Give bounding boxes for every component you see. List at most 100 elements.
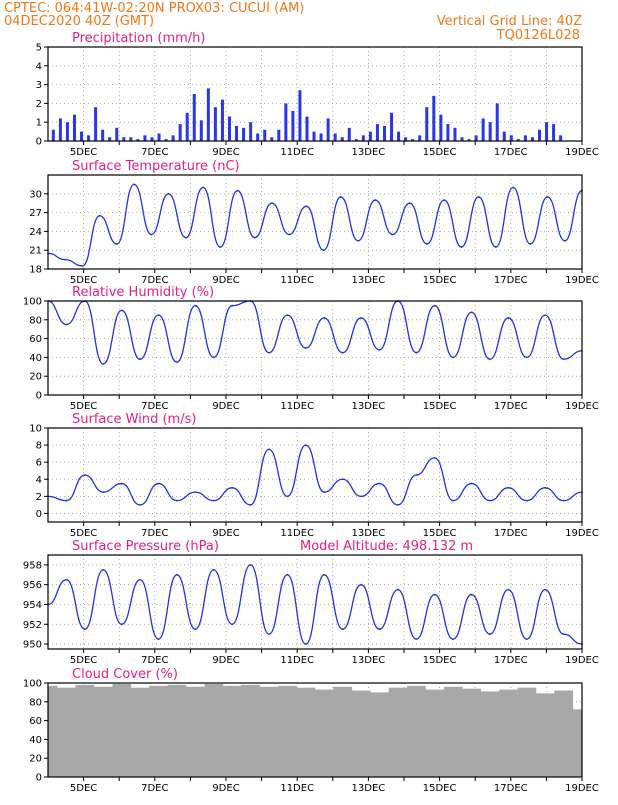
humidity-point-25 xyxy=(507,317,510,319)
cloud-bar-10 xyxy=(222,685,242,777)
temperature-xtick-label-2: 9DEC xyxy=(212,275,239,286)
precipitation-ytick-label-3: 3 xyxy=(36,80,42,91)
pressure-point-8 xyxy=(194,628,197,631)
precip-bar-39 xyxy=(326,118,330,141)
wind-xtick-label-3: 11DEC xyxy=(280,528,314,539)
temperature-point-10 xyxy=(219,246,222,248)
precip-bar-21 xyxy=(199,120,203,141)
precip-bar-29 xyxy=(256,133,260,141)
wind-ytick-label-3: 6 xyxy=(36,458,42,469)
temperature-point-20 xyxy=(391,233,394,236)
wind-point-3 xyxy=(102,491,105,493)
humidity-ytick-label-2: 40 xyxy=(29,353,42,364)
pressure-point-23 xyxy=(470,593,473,596)
cloud-bar-19 xyxy=(388,687,408,777)
precip-bar-26 xyxy=(235,125,239,141)
precip-bar-48 xyxy=(390,112,394,141)
temperature-point-27 xyxy=(512,186,514,189)
humidity-xtick-label-2: 9DEC xyxy=(212,401,239,412)
pressure-point-7 xyxy=(175,573,178,576)
precip-bar-20 xyxy=(192,94,196,141)
cloud-ytick-label-4: 80 xyxy=(29,697,42,708)
pressure-point-18 xyxy=(378,628,381,631)
humidity-point-3 xyxy=(102,363,105,365)
humidity-point-26 xyxy=(525,356,528,359)
temperature-ytick-label-2: 24 xyxy=(29,227,42,238)
pressure-point-2 xyxy=(83,628,86,631)
wind-ytick-label-1: 2 xyxy=(36,492,42,503)
pressure-point-24 xyxy=(489,633,491,636)
cloud-bar-14 xyxy=(296,687,316,777)
humidity-ytick-label-1: 20 xyxy=(29,372,42,383)
precip-bar-57 xyxy=(453,127,457,141)
header-grid-line: Vertical Grid Line: 40Z xyxy=(437,14,582,29)
precip-bar-15 xyxy=(157,133,161,141)
humidity-point-9 xyxy=(212,356,215,359)
precip-bar-55 xyxy=(439,114,443,141)
wind-point-23 xyxy=(470,482,473,485)
precip-bar-37 xyxy=(312,131,316,141)
precip-bar-54 xyxy=(432,95,436,141)
temperature-point-8 xyxy=(184,236,187,239)
wind-point-24 xyxy=(489,499,491,502)
pressure-point-17 xyxy=(360,583,362,586)
precipitation-title: Precipitation (mm/h) xyxy=(72,31,205,46)
temperature-point-2 xyxy=(81,264,84,267)
pressure-point-11 xyxy=(249,563,252,566)
humidity-frame xyxy=(47,300,583,396)
cloud-bar-0 xyxy=(48,685,58,777)
temperature-point-3 xyxy=(98,214,101,217)
pressure-xtick-label-3: 11DEC xyxy=(280,655,314,666)
pressure-point-14 xyxy=(304,643,307,645)
humidity-point-4 xyxy=(120,309,123,312)
pressure-point-22 xyxy=(452,638,455,641)
precipitation-xtick-label-3: 11DEC xyxy=(280,147,314,158)
cloud-bar-5 xyxy=(130,687,150,777)
wind-point-27 xyxy=(544,486,547,489)
cloud-bar-13 xyxy=(278,685,297,777)
wind-xtick-label-2: 9DEC xyxy=(212,528,239,539)
precip-bar-33 xyxy=(284,103,288,141)
cloud-bar-29 xyxy=(572,709,583,777)
precip-bar-43 xyxy=(354,139,358,141)
humidity-ytick-label-0: 0 xyxy=(36,391,42,402)
wind-point-2 xyxy=(83,474,86,476)
humidity-point-8 xyxy=(194,304,197,307)
cloud-xtick-label-7: 19DEC xyxy=(565,783,599,794)
humidity-point-28 xyxy=(562,358,565,361)
precipitation-xtick-label-2: 9DEC xyxy=(212,147,239,158)
temperature-point-28 xyxy=(529,243,532,245)
cloud-bar-3 xyxy=(94,686,113,777)
cloud-bar-23 xyxy=(462,688,482,777)
cloud-ytick-label-0: 0 xyxy=(36,773,42,784)
cloud-bar-16 xyxy=(333,686,353,777)
precip-bar-59 xyxy=(467,139,471,141)
precip-bar-40 xyxy=(333,133,337,141)
precipitation-ytick-label-5: 5 xyxy=(36,43,42,54)
cloud-bar-7 xyxy=(167,684,187,777)
wind-xtick-label-5: 15DEC xyxy=(423,528,457,539)
temperature-ytick-label-0: 18 xyxy=(29,265,42,276)
precip-bar-4 xyxy=(80,131,84,141)
precip-bar-6 xyxy=(94,107,98,141)
cloud-title: Cloud Cover (%) xyxy=(72,667,178,682)
precip-bar-22 xyxy=(206,88,210,141)
cloud-frame xyxy=(47,682,583,778)
precip-bar-46 xyxy=(375,124,379,141)
precip-bar-18 xyxy=(178,124,182,141)
temperature-point-11 xyxy=(236,189,239,192)
precip-bar-10 xyxy=(122,137,126,141)
temperature-xtick-label-4: 13DEC xyxy=(352,275,386,286)
wind-xtick-label-1: 7DEC xyxy=(141,528,168,539)
temperature-ytick-label-3: 27 xyxy=(29,208,42,219)
humidity-point-17 xyxy=(360,317,362,319)
cloud-xtick-label-0: 5DEC xyxy=(70,783,97,794)
cloud-bar-2 xyxy=(75,684,95,777)
precip-bar-25 xyxy=(227,116,231,141)
wind-xtick-label-6: 17DEC xyxy=(494,528,528,539)
temperature-point-23 xyxy=(443,199,446,201)
cloud-bar-28 xyxy=(554,690,574,777)
header-date: 04DEC2020 40Z (GMT) xyxy=(4,14,154,29)
cloud-bar-22 xyxy=(443,686,463,777)
